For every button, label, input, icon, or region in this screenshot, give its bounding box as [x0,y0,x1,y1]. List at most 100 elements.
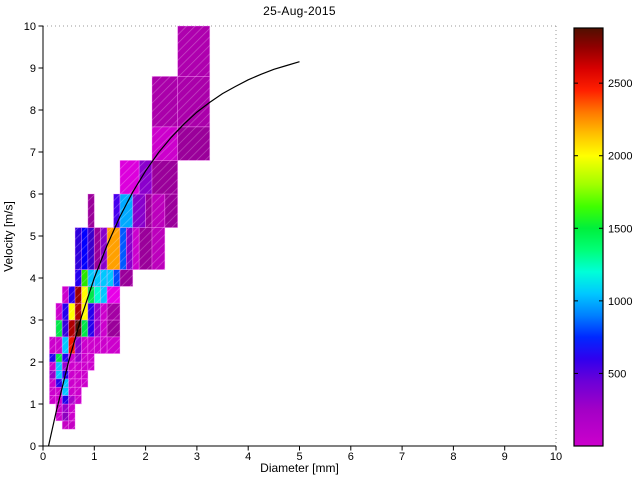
x-tick-label: 5 [296,451,302,463]
heatmap-cell-hatch [81,353,88,362]
heatmap-cell-hatch [62,336,69,354]
x-tick-label: 10 [550,451,562,463]
heatmap-cell-hatch [68,378,76,388]
x-tick-label: 0 [40,451,46,463]
heatmap-cell-hatch [87,194,95,228]
y-tick-label: 1 [30,399,36,411]
heatmap-cell-hatch [49,370,56,379]
heatmap-cell-hatch [113,194,120,228]
heatmap-cell-hatch [177,76,210,127]
heatmap-cell-hatch [87,362,95,371]
heatmap-cell-hatch [87,286,95,304]
heatmap-cell-hatch [75,303,82,320]
colorbar-tick-label: 2500 [608,78,632,90]
heatmap-cell-hatch [132,194,146,228]
heatmap-cell-hatch [75,269,82,287]
colorbar-tick-label: 1500 [608,223,632,235]
heatmap-cell-hatch [100,269,108,287]
heatmap-cell-hatch [75,395,82,404]
heatmap-cell-hatch [75,378,82,388]
heatmap-cell-hatch [75,370,82,379]
y-tick-label: 5 [30,231,36,243]
colorbar-tick-label: 2000 [608,151,632,163]
heatmap-cell-hatch [177,126,210,161]
heatmap-cell-hatch [62,387,69,396]
heatmap-cell-hatch [55,353,63,362]
y-axis-label: Velocity [m/s] [1,201,16,272]
heatmap-cell-hatch [87,336,95,354]
heatmap-cell-hatch [100,286,108,304]
heatmap-cell-hatch [68,404,76,413]
heatmap-cell-hatch [145,194,153,228]
heatmap-cell-hatch [126,227,133,270]
heatmap-cell-hatch [107,269,114,287]
heatmap-cell-hatch [49,336,56,354]
y-tick-label: 0 [30,441,36,453]
y-tick-label: 9 [30,63,36,75]
heatmap-cell-hatch [62,362,69,371]
heatmap-cell-hatch [55,303,63,320]
heatmap-cell-hatch [107,227,120,270]
x-tick-label: 4 [245,451,251,463]
heatmap-cell-hatch [75,286,82,304]
heatmap-cell-hatch [49,387,56,396]
heatmap-cell-hatch [87,303,95,320]
heatmap-cell-hatch [62,320,69,337]
heatmap-cell-hatch [55,362,63,371]
heatmap-cell-hatch [107,336,120,354]
y-tick-label: 10 [24,21,36,33]
heatmap-cell-hatch [100,320,108,337]
heatmap-cell-hatch [55,404,63,413]
heatmap-cell-hatch [68,353,76,362]
heatmap-cell-hatch [55,378,63,388]
y-tick-label: 3 [30,315,36,327]
heatmap-cell-hatch [152,194,165,228]
heatmap-cell-hatch [62,420,69,430]
y-tick-label: 7 [30,147,36,159]
fall-velocity-curve [48,61,300,446]
heatmap-cell-hatch [81,378,88,388]
y-tick-label: 8 [30,105,36,117]
colorbar-gradient [573,27,604,447]
x-axis-label: Diameter [mm] [260,461,339,475]
heatmap-cell-hatch [94,336,101,354]
heatmap-cell-hatch [81,269,88,287]
heatmap-cell-hatch [49,395,56,404]
heatmap-cell-hatch [62,303,69,320]
heatmap-cell-hatch [68,387,76,396]
chart-title: 25-Aug-2015 [263,4,336,18]
heatmap-cell-hatch [62,353,69,362]
heatmap-cell-hatch [81,320,88,337]
heatmap-cell-hatch [100,336,108,354]
heatmap-cell-hatch [107,286,120,304]
heatmap-cell-hatch [81,227,88,270]
heatmap-cell-hatch [94,303,101,320]
heatmap-cell-hatch [49,378,56,388]
heatmap-cell-hatch [55,336,63,354]
y-tick-label: 4 [30,273,36,285]
heatmap-cell-hatch [62,412,69,421]
heatmap-cell-hatch [152,227,165,270]
heatmap-cell-hatch [132,227,140,270]
heatmap-cell-hatch [81,303,88,320]
heatmap-cell-hatch [119,160,140,194]
heatmap-cell-hatch [139,160,153,194]
heatmap-cell-hatch [75,387,82,396]
x-tick-label: 8 [450,451,456,463]
colorbar-tick-label: 1000 [608,296,632,308]
y-tick-label: 6 [30,189,36,201]
heatmap-cell-hatch [55,412,63,421]
heatmap-cell-hatch [68,320,76,337]
heatmap-cell-hatch [68,336,76,354]
heatmap-cell-hatch [87,353,95,362]
heatmap-cell-hatch [62,378,69,388]
heatmap-cell-hatch [81,362,88,371]
x-tick-label: 1 [91,451,97,463]
heatmap-cell-hatch [49,362,56,371]
x-tick-label: 3 [194,451,200,463]
heatmap-cell-hatch [94,320,101,337]
heatmap-cell-hatch [152,160,178,194]
heatmap-cell-hatch [75,227,82,270]
heatmap-cell-hatch [68,303,76,320]
